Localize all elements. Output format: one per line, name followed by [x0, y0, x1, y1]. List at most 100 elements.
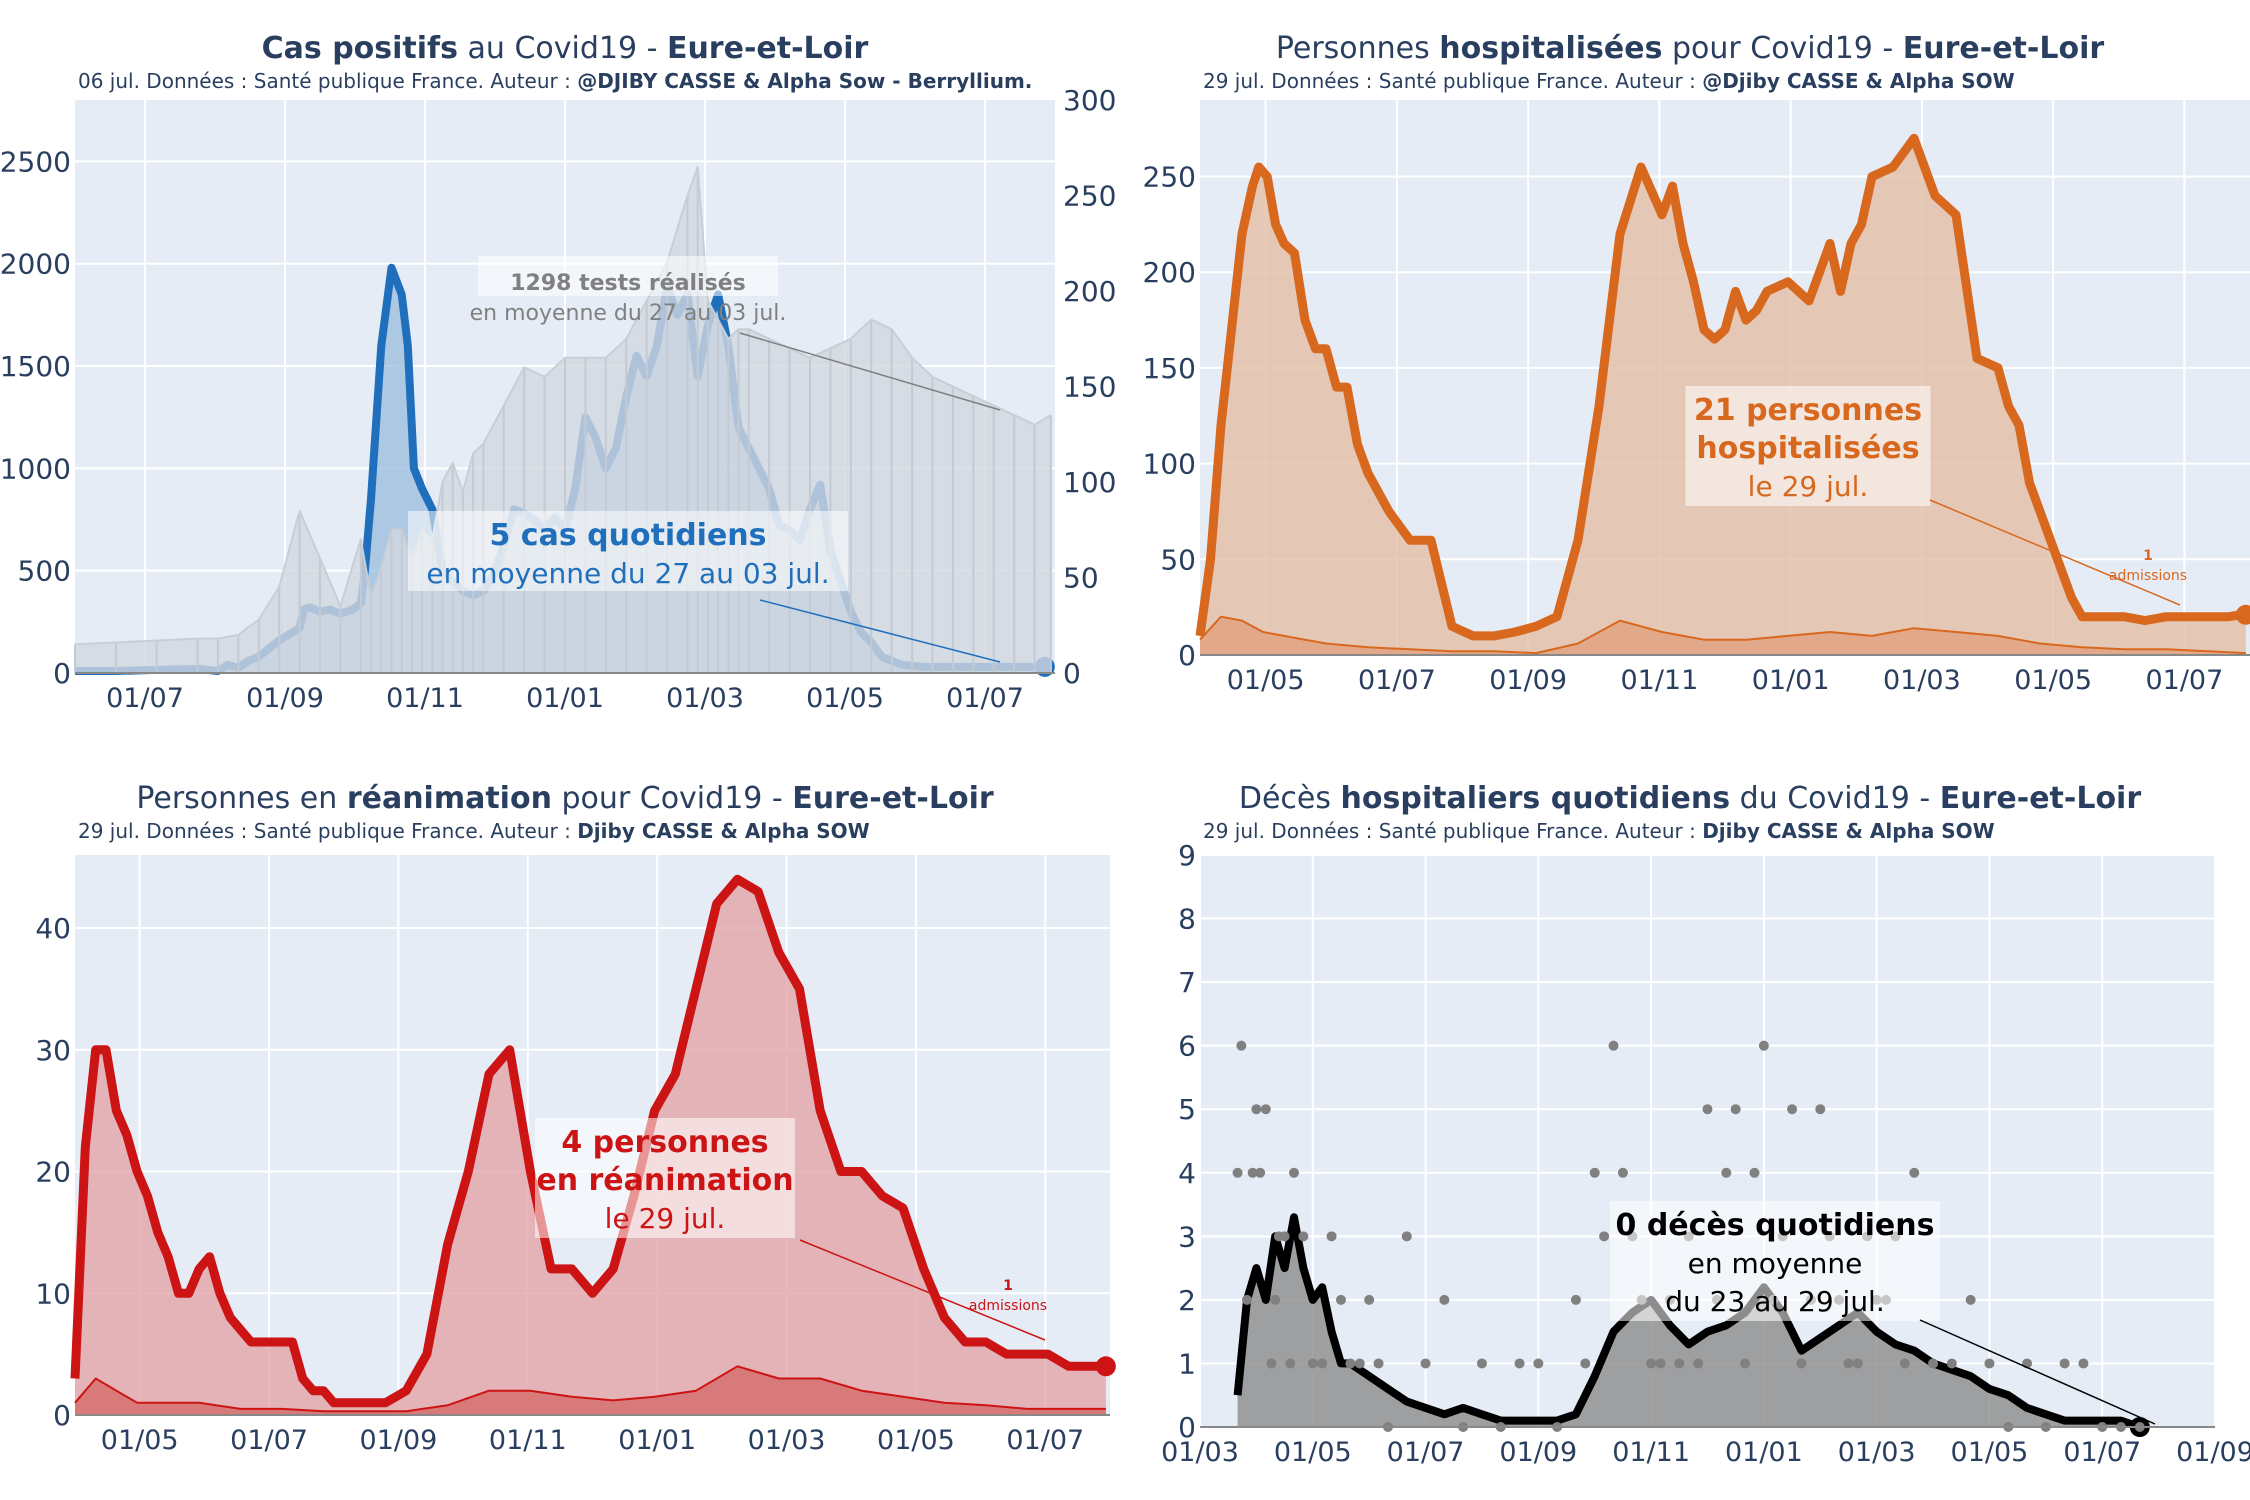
scatter-point [1335, 1294, 1346, 1305]
annotation-text: en moyenne du 27 au 03 jul. [426, 557, 829, 590]
y-tick-label: 1000 [0, 452, 71, 485]
chart-subtitle: 29 jul. Données : Santé publique France.… [1203, 69, 2015, 93]
scatter-point [1420, 1358, 1431, 1369]
annotation-box [535, 1118, 795, 1238]
y-tick-label: 5 [1178, 1093, 1196, 1126]
x-tick-label: 01/05 [2014, 665, 2092, 696]
y-tick-label: 0 [1178, 639, 1196, 672]
chart-title-part: hospitalisées [1439, 31, 1662, 66]
annotation-text: 1 [2143, 548, 2153, 564]
annotation-arrow [799, 1239, 1046, 1341]
annotation-arrow [759, 599, 1001, 663]
annotation-text: 1 [1003, 1278, 1013, 1294]
y-right-tick-label: 300 [1063, 84, 1116, 117]
annotation-box [478, 256, 778, 296]
x-tick-label: 01/03 [1883, 665, 1961, 696]
chart-reanimation: Personnes en réanimation pour Covid19 - … [35, 781, 1116, 1456]
x-tick-label: 01/07 [2145, 665, 2223, 696]
y-tick-label: 7 [1178, 966, 1196, 999]
series-area [1237, 1217, 2140, 1427]
scatter-point [1247, 1167, 1258, 1178]
chart-title: Décès hospitaliers quotidiens du Covid19… [1239, 781, 2141, 816]
chart-subtitle-part: @Djiby CASSE & Alpha SOW [1702, 69, 2015, 93]
y-tick-label: 0 [1178, 1411, 1196, 1444]
scatter-point [1852, 1358, 1863, 1369]
chart-subtitle-part: 29 jul. Données : Santé publique France.… [78, 819, 577, 843]
y-tick-label: 9 [1178, 839, 1196, 872]
x-tick-label: 01/07 [1387, 1437, 1465, 1468]
scatter-point [1266, 1358, 1277, 1369]
y-tick-label: 20 [35, 1156, 71, 1189]
x-tick-label: 01/07 [2063, 1437, 2141, 1468]
scatter-point [1401, 1231, 1412, 1242]
annotation-text: admissions [2109, 568, 2187, 584]
series-area [75, 879, 1106, 1415]
scatter-point [1617, 1167, 1628, 1178]
x-tick-label: 01/11 [386, 683, 464, 714]
series-area [75, 1366, 1106, 1415]
x-tick-label: 01/09 [1489, 665, 1567, 696]
annotation-text: admissions [969, 1298, 1047, 1314]
x-tick-label: 01/07 [1006, 1425, 1084, 1456]
y-right-tick-label: 150 [1063, 371, 1116, 404]
x-tick-label: 01/03 [748, 1425, 826, 1456]
y-right-tick-label: 50 [1063, 562, 1099, 595]
x-tick-label: 01/03 [1838, 1437, 1916, 1468]
scatter-point [1928, 1358, 1939, 1369]
chart-title-part: au Covid19 - [458, 31, 667, 66]
scatter-point [1373, 1358, 1384, 1369]
chart-title-part: Eure-et-Loir [667, 31, 869, 66]
x-tick-label: 01/01 [1725, 1437, 1803, 1468]
scatter-point [1232, 1167, 1243, 1178]
scatter-point [1317, 1358, 1328, 1369]
x-tick-label: 01/11 [489, 1425, 567, 1456]
scatter-point [1693, 1358, 1704, 1369]
scatter-point [1251, 1104, 1262, 1115]
x-tick-label: 01/05 [1227, 665, 1305, 696]
x-tick-label: 01/07 [1358, 665, 1436, 696]
x-tick-label: 01/05 [101, 1425, 179, 1456]
scatter-point [1236, 1040, 1247, 1051]
y-tick-label: 3 [1178, 1220, 1196, 1253]
y-tick-label: 30 [35, 1034, 71, 1067]
y-tick-label: 150 [1143, 352, 1196, 385]
scatter-point [1655, 1358, 1666, 1369]
chart-title: Cas positifs au Covid19 - Eure-et-Loir [262, 31, 869, 66]
y-tick-label: 1500 [0, 350, 71, 383]
y-tick-label: 200 [1143, 256, 1196, 289]
x-tick-label: 01/03 [1161, 1437, 1239, 1468]
annotation-text: 1298 tests réalisés [510, 271, 746, 296]
y-tick-label: 6 [1178, 1030, 1196, 1063]
chart-title-part: du Covid19 - [1730, 781, 1940, 816]
scatter-point [1285, 1358, 1296, 1369]
x-tick-label: 01/09 [246, 683, 324, 714]
scatter-point [1345, 1358, 1356, 1369]
scatter-point [1326, 1231, 1337, 1242]
x-tick-label: 01/05 [1951, 1437, 2029, 1468]
annotation-text: en réanimation [536, 1163, 793, 1198]
chart-cas-positifs: Cas positifs au Covid19 - Eure-et-Loir 06… [0, 31, 1116, 714]
x-tick-label: 01/01 [1752, 665, 1830, 696]
y-tick-label: 2 [1178, 1284, 1196, 1317]
x-tick-label: 01/07 [230, 1425, 308, 1456]
x-tick-label: 01/11 [1620, 665, 1698, 696]
scatter-point [1749, 1167, 1760, 1178]
scatter-point [1984, 1358, 1995, 1369]
scatter-point [1354, 1358, 1365, 1369]
chart-title-part: Personnes en [136, 781, 346, 816]
chart-subtitle-part: Djiby CASSE & Alpha SOW [1702, 819, 1995, 843]
chart-title-part: hospitaliers quotidiens [1341, 781, 1731, 816]
chart-subtitle-part: @DJIBY CASSE & Alpha Sow - Berryllium. [577, 69, 1032, 93]
x-tick-label: 01/05 [877, 1425, 955, 1456]
scatter-point [1702, 1104, 1713, 1115]
scatter-point [1288, 1167, 1299, 1178]
chart-title: Personnes hospitalisées pour Covid19 - E… [1276, 31, 2105, 66]
y-right-tick-label: 0 [1063, 657, 1081, 690]
scatter-point [1721, 1167, 1732, 1178]
y-right-tick-label: 100 [1063, 466, 1116, 499]
annotation-text: en moyenne du 27 au 03 jul. [470, 301, 787, 326]
scatter-point [1758, 1040, 1769, 1051]
scatter-point [1965, 1294, 1976, 1305]
x-tick-label: 01/09 [2176, 1437, 2250, 1468]
scatter-point [1580, 1358, 1591, 1369]
